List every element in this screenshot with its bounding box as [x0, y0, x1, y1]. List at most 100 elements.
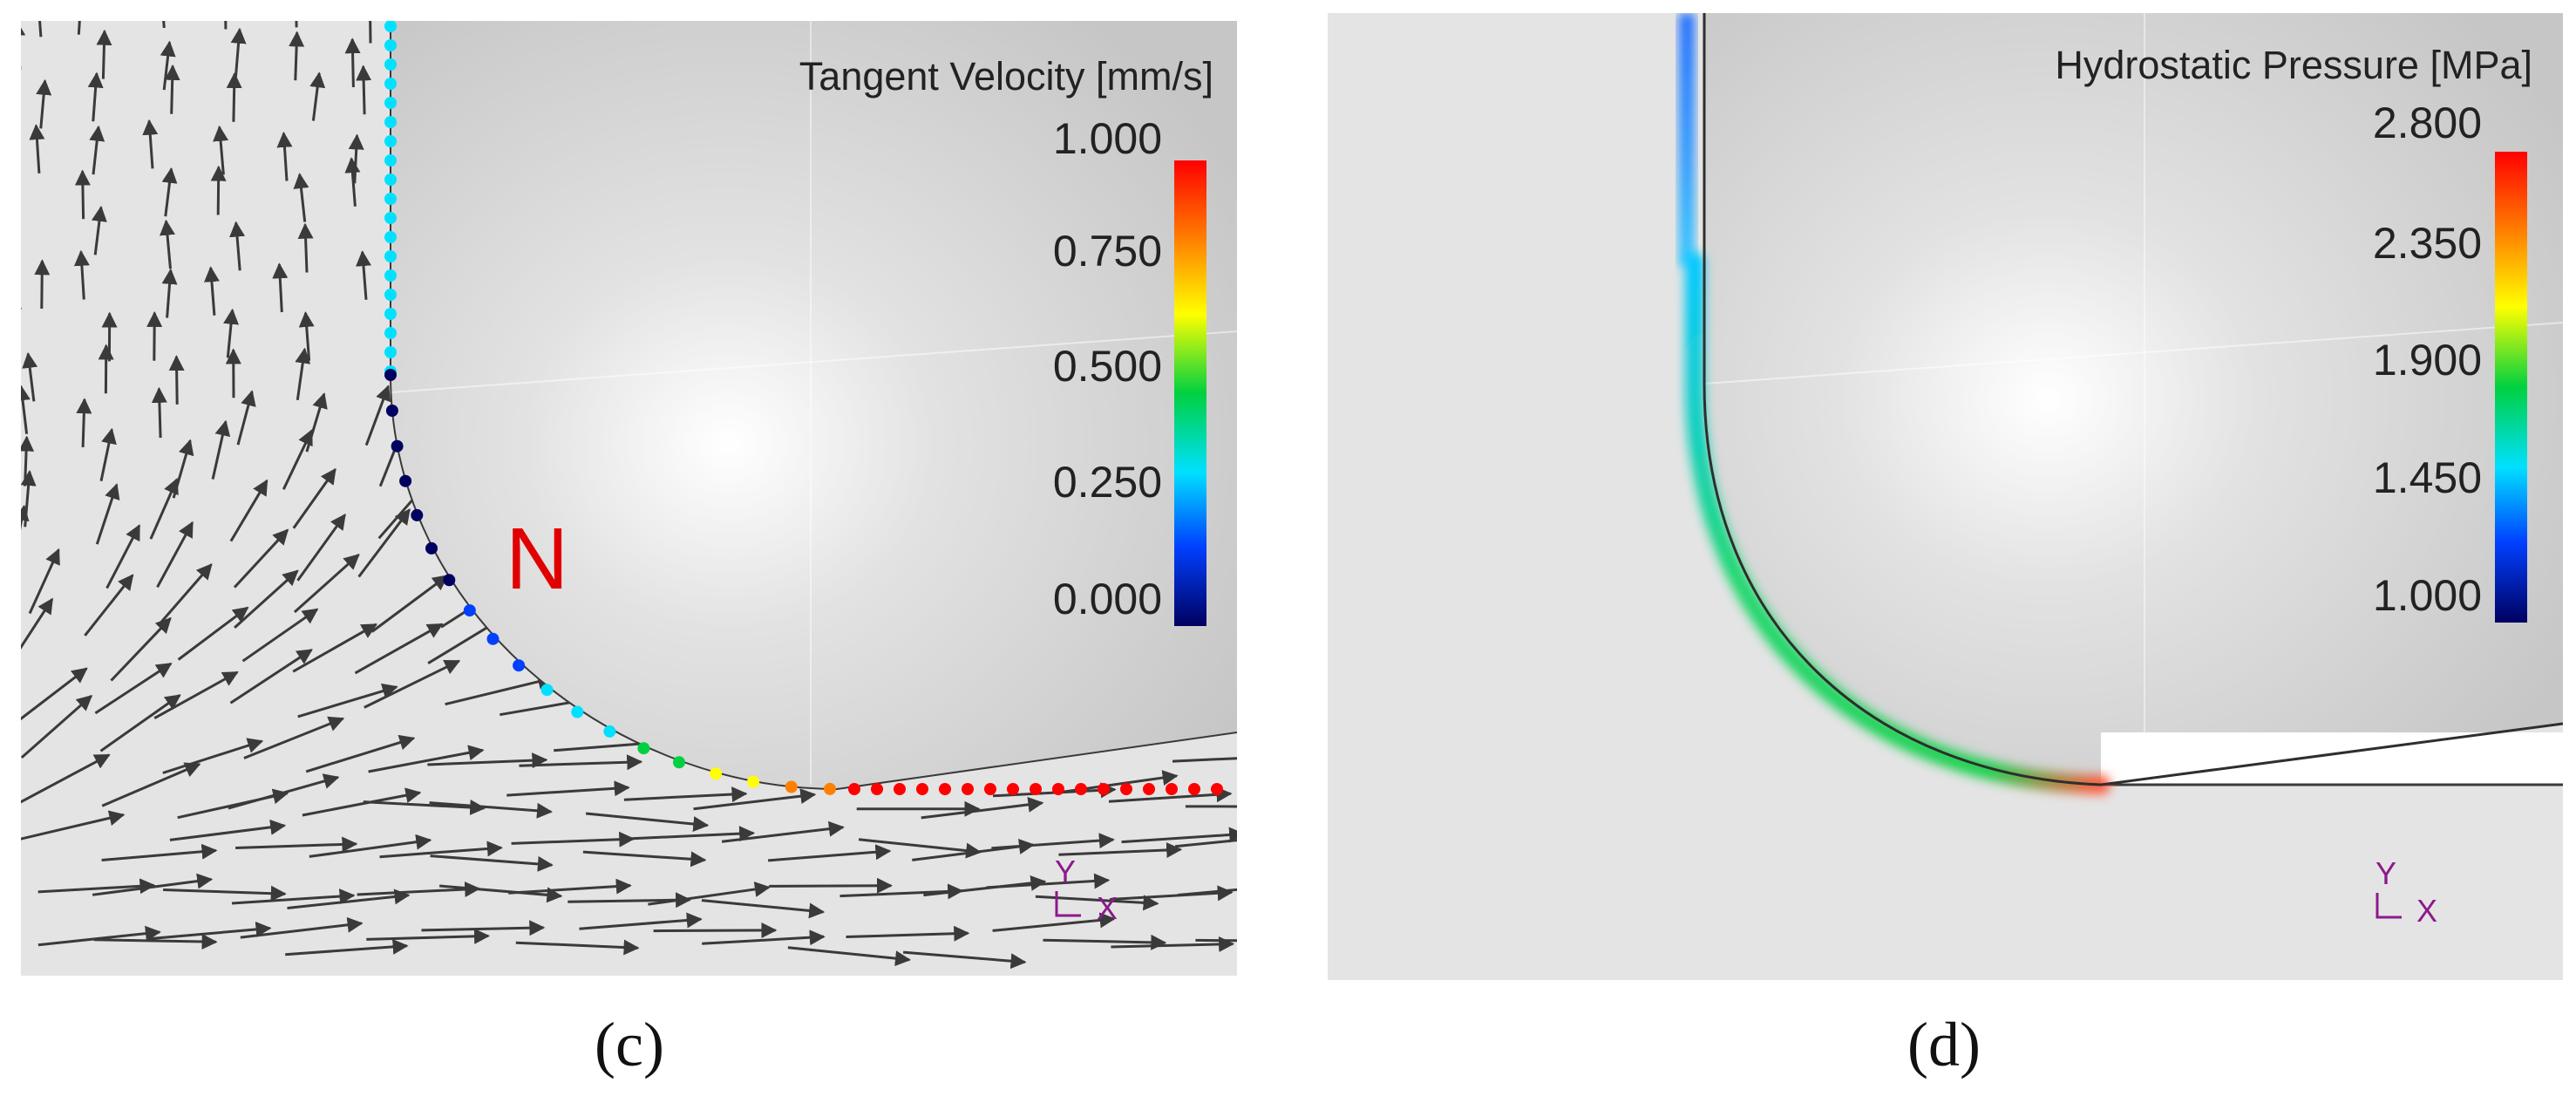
velocity-arrow: [146, 310, 163, 361]
velocity-arrow: [92, 873, 214, 896]
contact-vector-marker: [384, 135, 397, 147]
velocity-arrow: [508, 878, 632, 895]
velocity-arrow: [379, 841, 503, 859]
velocity-arrow: [302, 787, 422, 817]
legend: Tangent Velocity [mm/s] 1.000 0.750 0.50…: [799, 54, 1213, 626]
velocity-arrow: [287, 888, 411, 909]
velocity-arrow: [1195, 938, 1237, 943]
velocity-arrow: [73, 249, 90, 300]
contact-vector-marker: [637, 742, 650, 755]
axis-triad: Y X: [1055, 854, 1118, 926]
velocity-arrow: [91, 205, 107, 255]
colorbar-tick-label: 1.000: [2373, 571, 2482, 620]
velocity-arrow: [305, 734, 416, 773]
tool-contact-edge: [1703, 13, 2563, 786]
legend-title: Hydrostatic Pressure [MPa]: [2055, 43, 2532, 87]
velocity-arrow: [344, 37, 361, 88]
velocity-arrow: [38, 21, 43, 37]
contact-vector-marker: [486, 632, 500, 645]
region-annotation-n: N: [506, 510, 568, 608]
contact-vector-marker: [399, 474, 412, 487]
velocity-arrow: [276, 131, 293, 181]
velocity-arrow: [93, 934, 218, 950]
contact-velocity-vectors: [384, 21, 1223, 795]
contact-vector-marker: [384, 212, 397, 224]
velocity-arrow: [653, 922, 778, 938]
velocity-arrow: [986, 873, 1111, 889]
velocity-arrow: [229, 479, 268, 542]
velocity-arrow: [582, 850, 707, 868]
velocity-arrow: [293, 554, 360, 614]
velocity-arrow: [585, 812, 710, 832]
velocity-arrow: [230, 27, 247, 78]
velocity-arrow: [370, 575, 449, 633]
axis-y-label: Y: [1055, 854, 1076, 889]
velocity-arrow: [292, 467, 336, 529]
velocity-arrow: [177, 606, 249, 661]
velocity-arrow: [296, 514, 346, 582]
axis-corner: [1055, 891, 1081, 917]
contact-vector-marker: [1030, 783, 1042, 795]
velocity-arrow: [1108, 786, 1233, 803]
velocity-arrow: [438, 884, 563, 903]
velocity-arrow: [101, 762, 201, 807]
tool-facet-line: [1703, 322, 2563, 385]
contact-vector-marker: [384, 154, 397, 167]
velocity-vector-field: [21, 21, 1237, 970]
colorbar: [1174, 160, 1206, 626]
colorbar-tick-label: 1.000: [1053, 114, 1162, 163]
velocity-arrow: [21, 810, 126, 841]
contact-vector-marker: [871, 783, 883, 795]
contact-vector-marker: [391, 439, 404, 453]
velocity-arrow: [846, 925, 970, 942]
velocity-arrow: [1172, 757, 1237, 763]
velocity-arrow: [224, 21, 228, 30]
contact-vector-marker: [384, 39, 397, 51]
velocity-arrow: [34, 259, 51, 310]
contact-vector-marker: [710, 767, 722, 780]
velocity-arrow: [992, 912, 1116, 932]
velocity-arrow: [991, 833, 1115, 850]
velocity-arrow: [228, 773, 340, 810]
axis-x-label: X: [1097, 890, 1118, 926]
velocity-arrow: [29, 124, 45, 174]
contact-vector-marker: [384, 369, 397, 381]
contact-vector-marker: [384, 21, 397, 32]
axis-x-label: X: [2416, 893, 2437, 929]
contact-vector-marker: [603, 725, 616, 738]
velocity-arrow: [767, 844, 892, 862]
contact-vector-marker: [824, 782, 836, 795]
velocity-arrow: [366, 928, 490, 944]
contact-vector-marker: [385, 405, 398, 417]
velocity-arrow: [22, 351, 38, 402]
velocity-arrow: [297, 222, 314, 273]
contact-vector-marker: [384, 289, 397, 301]
velocity-arrow: [309, 834, 432, 858]
contact-vector-marker: [916, 783, 928, 795]
velocity-arrow: [96, 29, 112, 79]
velocity-arrow: [168, 355, 185, 405]
velocity-arrow: [429, 801, 553, 819]
velocity-arrow: [355, 250, 371, 300]
velocity-arrow: [344, 157, 361, 207]
velocity-arrow: [21, 597, 54, 650]
contact-vector-marker: [962, 783, 974, 795]
contact-vector-marker: [848, 783, 860, 795]
velocity-arrow: [210, 165, 227, 215]
contact-vector-marker: [894, 783, 906, 795]
velocity-arrow: [241, 608, 319, 663]
axis-corner: [2375, 893, 2402, 919]
velocity-arrow: [1110, 885, 1234, 902]
velocity-arrow: [357, 881, 481, 897]
velocity-arrow: [1058, 842, 1183, 858]
contact-vector-marker: [384, 327, 397, 339]
velocity-arrow: [309, 71, 326, 121]
velocity-arrow: [289, 31, 305, 81]
velocity-arrow: [921, 796, 1044, 820]
velocity-arrow: [89, 125, 105, 175]
contact-vector-marker: [513, 659, 526, 672]
panel-d: Hydrostatic Pressure [MPa] 2.800 2.350 1…: [1328, 13, 2563, 980]
velocity-arrow: [839, 883, 964, 900]
contact-vector-marker: [1211, 783, 1223, 795]
velocity-arrow: [21, 385, 31, 434]
